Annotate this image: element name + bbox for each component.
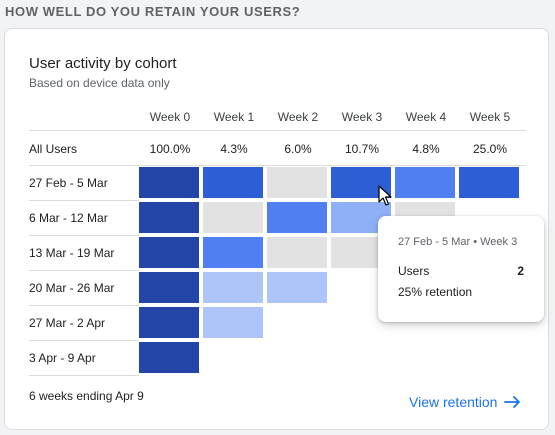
heatmap-cell[interactable]: [267, 272, 327, 303]
row-label: All Users: [29, 142, 78, 156]
row-divider: [29, 200, 139, 201]
heatmap-cell[interactable]: [459, 167, 519, 198]
heatmap-cell[interactable]: [203, 202, 263, 233]
heatmap-cell[interactable]: [139, 237, 199, 268]
tooltip-retention: 25% retention: [398, 285, 473, 299]
tooltip-title: 27 Feb - 5 Mar • Week 3: [398, 236, 518, 248]
column-header: Week 3: [341, 110, 383, 124]
heatmap-cell[interactable]: [203, 237, 263, 268]
row-label: 27 Mar - 2 Apr: [29, 316, 106, 330]
arrow-cursor-icon: [378, 185, 392, 206]
row-divider: [29, 305, 139, 306]
row-label: 27 Feb - 5 Mar: [29, 176, 108, 190]
heatmap-cell[interactable]: [139, 167, 199, 198]
heatmap-cell[interactable]: [139, 342, 199, 373]
header-divider: [29, 130, 526, 131]
heatmap-cell[interactable]: [139, 202, 199, 233]
heatmap-cell[interactable]: [203, 307, 263, 338]
footer-note: 6 weeks ending Apr 9: [29, 389, 144, 403]
all-users-value: 4.3%: [220, 142, 248, 156]
section-heading: HOW WELL DO YOU RETAIN YOUR USERS?: [5, 4, 301, 19]
heatmap-cell[interactable]: [267, 202, 327, 233]
column-header: Week 2: [277, 110, 319, 124]
all-users-value: 100.0%: [149, 142, 191, 156]
cell-tooltip: 27 Feb - 5 Mar • Week 3 Users 2 25% rete…: [378, 216, 544, 322]
row-label: 3 Apr - 9 Apr: [29, 351, 96, 365]
view-retention-link[interactable]: View retention: [409, 394, 522, 410]
all-users-value: 4.8%: [412, 142, 440, 156]
column-header: Week 1: [213, 110, 255, 124]
column-header: Week 4: [405, 110, 447, 124]
tooltip-users-label: Users: [398, 264, 430, 278]
card-title: User activity by cohort: [29, 55, 177, 72]
arrow-right-icon: [504, 396, 521, 408]
row-divider: [29, 375, 139, 376]
row-divider: [29, 270, 139, 271]
row-label: 6 Mar - 12 Mar: [29, 211, 108, 225]
row-label: 20 Mar - 26 Mar: [29, 281, 115, 295]
row-label: 13 Mar - 19 Mar: [29, 246, 115, 260]
all-users-value: 6.0%: [284, 142, 312, 156]
tooltip-users-value: 2: [517, 264, 524, 278]
heatmap-cell[interactable]: [139, 307, 199, 338]
heatmap-cell[interactable]: [203, 167, 263, 198]
row-divider: [29, 340, 139, 341]
heatmap-cell[interactable]: [395, 167, 455, 198]
heatmap-cell[interactable]: [267, 237, 327, 268]
all-users-divider: [29, 165, 526, 166]
heatmap-cell[interactable]: [203, 272, 263, 303]
column-header: Week 0: [149, 110, 191, 124]
column-header: Week 5: [469, 110, 511, 124]
heatmap-cell[interactable]: [267, 167, 327, 198]
all-users-value: 25.0%: [472, 142, 508, 156]
heatmap-cell[interactable]: [139, 272, 199, 303]
card-subtitle: Based on device data only: [29, 76, 170, 90]
all-users-value: 10.7%: [344, 142, 380, 156]
row-divider: [29, 235, 139, 236]
view-retention-label: View retention: [409, 394, 498, 410]
